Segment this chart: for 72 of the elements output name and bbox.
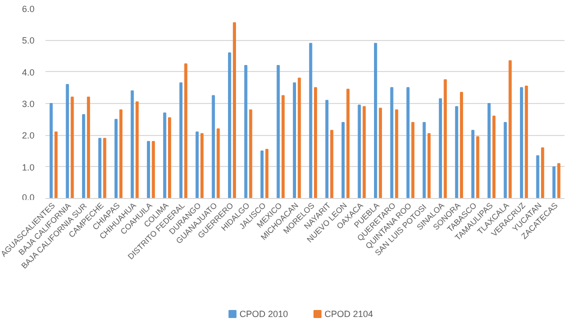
bar xyxy=(422,122,426,198)
bar xyxy=(406,87,410,198)
bar xyxy=(136,101,139,198)
bar xyxy=(66,84,69,198)
bar xyxy=(378,108,382,198)
bar xyxy=(119,109,122,198)
bar xyxy=(524,86,528,198)
bar xyxy=(552,166,556,198)
bar xyxy=(460,92,464,198)
bar xyxy=(411,122,414,198)
bar xyxy=(249,109,252,198)
bar xyxy=(471,130,474,198)
y-tick-label: 6.0 xyxy=(22,4,35,14)
bar xyxy=(298,78,301,198)
bar xyxy=(309,42,312,198)
bar xyxy=(70,96,74,198)
bar xyxy=(200,133,204,198)
bar xyxy=(179,82,182,198)
bar xyxy=(103,138,106,198)
bar xyxy=(146,141,150,198)
bar xyxy=(325,100,328,198)
bar xyxy=(54,132,58,198)
bar xyxy=(358,104,361,198)
bar xyxy=(184,63,188,198)
bar xyxy=(314,87,318,198)
bar xyxy=(374,42,378,198)
bar xyxy=(455,106,458,198)
bar xyxy=(362,106,366,198)
bar xyxy=(476,136,480,198)
bar xyxy=(98,138,102,198)
bar xyxy=(244,65,248,198)
bar xyxy=(520,87,524,198)
bar xyxy=(504,122,507,198)
bar xyxy=(86,96,90,198)
bar xyxy=(541,147,544,198)
bar xyxy=(114,118,118,198)
bar xyxy=(168,117,172,198)
bar xyxy=(330,130,334,198)
y-tick-label: 2.0 xyxy=(22,130,35,141)
bar xyxy=(276,65,280,198)
y-tick-label: 3.0 xyxy=(22,99,35,109)
bar xyxy=(508,60,512,198)
bar xyxy=(390,87,394,198)
bar xyxy=(82,114,86,198)
bar xyxy=(346,88,350,198)
y-tick-label: 5.0 xyxy=(22,36,35,46)
bar xyxy=(50,103,53,198)
bar xyxy=(232,22,236,198)
bar xyxy=(152,141,155,198)
bar xyxy=(292,82,296,198)
bar xyxy=(228,52,232,198)
bar xyxy=(212,95,215,198)
y-tick-label: 1.0 xyxy=(22,162,35,172)
bar xyxy=(428,133,431,198)
legend-label: CPOD 2104 xyxy=(324,308,374,319)
bar xyxy=(282,95,285,198)
y-tick-label: 4.0 xyxy=(22,67,35,78)
bar xyxy=(395,109,398,198)
bar xyxy=(438,98,442,198)
bar xyxy=(265,148,268,198)
bar xyxy=(260,150,264,198)
bar xyxy=(488,103,491,198)
bar xyxy=(444,79,447,198)
bar xyxy=(216,128,220,198)
bar xyxy=(536,155,540,198)
bar xyxy=(163,112,166,198)
legend-label: CPOD 2010 xyxy=(240,308,288,319)
bar xyxy=(557,163,560,198)
bar xyxy=(492,116,496,198)
bar xyxy=(130,90,134,198)
bar xyxy=(196,132,199,198)
bar xyxy=(342,122,345,198)
